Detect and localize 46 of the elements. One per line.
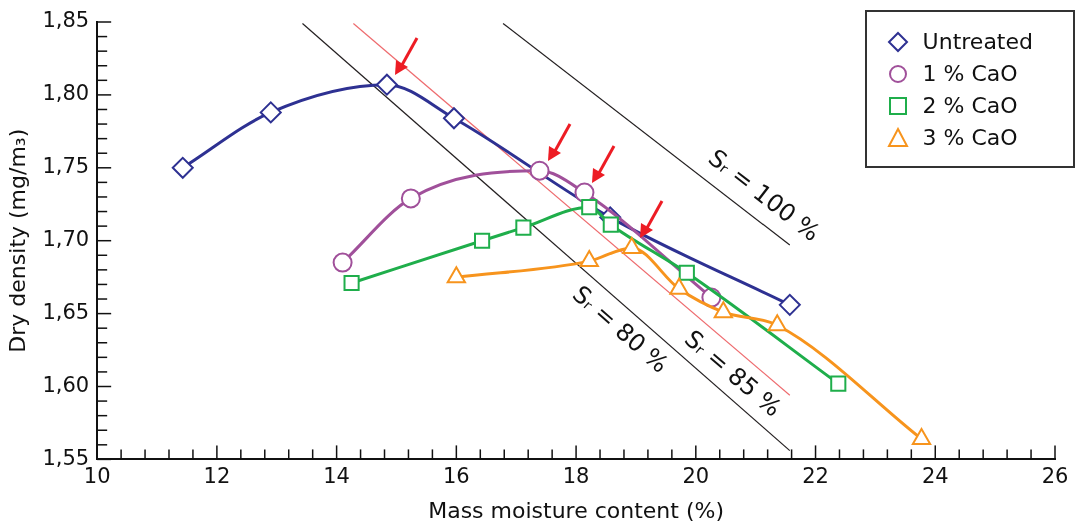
- x-tick-label: 26: [1041, 464, 1069, 489]
- point: [375, 73, 398, 96]
- x-tick-label: 18: [562, 464, 590, 489]
- point: [778, 293, 801, 316]
- annotation: Sᵣ = 100 %: [703, 143, 826, 247]
- y-axis-title: Dry density (mg/m₃): [4, 128, 30, 353]
- x-tick-label: 24: [921, 464, 949, 489]
- legend-label: 1 % CaO: [922, 60, 1018, 88]
- x-tick-label: 22: [802, 464, 829, 489]
- point: [442, 107, 465, 130]
- point: [343, 274, 360, 292]
- point: [579, 250, 599, 268]
- point: [400, 188, 421, 209]
- point: [669, 277, 689, 295]
- point: [678, 264, 695, 281]
- legend-label: 3 % CaO: [922, 124, 1018, 152]
- annotation: Sᵣ = 85 %: [679, 324, 787, 423]
- x-tick-label: 12: [203, 464, 231, 489]
- legend-label: Untreated: [922, 28, 1033, 56]
- y-tick-label: 1,65: [42, 300, 90, 325]
- point: [446, 266, 467, 284]
- point: [911, 427, 932, 445]
- point: [332, 252, 353, 273]
- x-tick-label: 10: [83, 464, 111, 489]
- point: [259, 101, 282, 124]
- point: [529, 160, 550, 181]
- point: [474, 232, 491, 249]
- y-tick-label: 1,80: [42, 81, 90, 106]
- legend-label: 2 % CaO: [922, 92, 1018, 120]
- point: [515, 219, 532, 236]
- point: [171, 156, 194, 179]
- point: [581, 199, 598, 216]
- y-tick-label: 1,85: [42, 8, 90, 33]
- y-tick-label: 1,70: [42, 227, 90, 252]
- x-axis-title: Mass moisture content (%): [428, 497, 724, 523]
- point: [574, 182, 595, 203]
- x-tick-label: 14: [323, 464, 350, 489]
- point: [713, 301, 734, 319]
- point: [830, 375, 847, 392]
- point: [767, 314, 787, 332]
- annotation: Sᵣ = 80 %: [567, 279, 675, 379]
- y-tick-label: 1,60: [42, 372, 90, 397]
- x-tick-label: 20: [682, 464, 710, 489]
- y-tick-label: 1,75: [42, 154, 90, 179]
- point: [602, 216, 619, 233]
- x-tick-label: 16: [442, 464, 470, 489]
